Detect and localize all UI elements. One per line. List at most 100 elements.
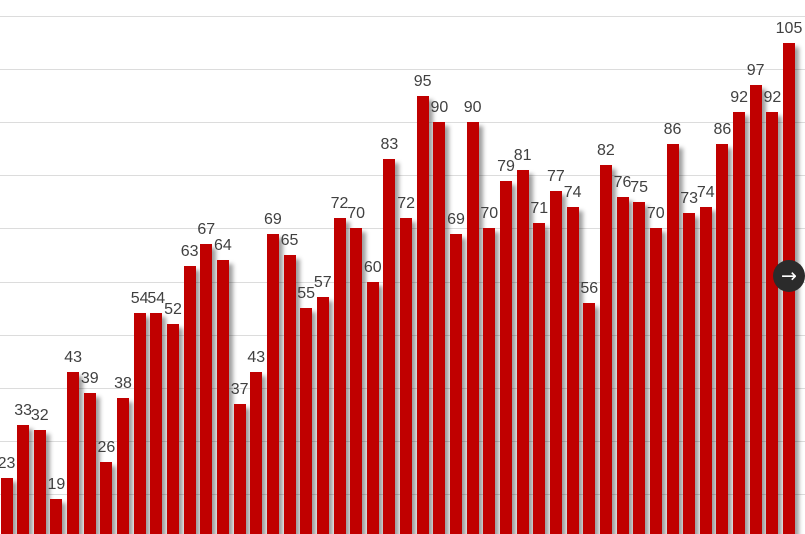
- bar-value-label: 38: [114, 375, 132, 393]
- bar[interactable]: [666, 143, 679, 534]
- bar[interactable]: [150, 313, 163, 534]
- bar-value-label: 67: [197, 221, 216, 239]
- bar[interactable]: [266, 233, 279, 534]
- bar-value-label: 95: [413, 72, 432, 90]
- bar[interactable]: [416, 95, 429, 534]
- bar-value-label: 79: [497, 157, 515, 175]
- bar[interactable]: [633, 201, 646, 534]
- bar-value-label: 37: [230, 380, 249, 398]
- bar[interactable]: [33, 430, 46, 534]
- bar[interactable]: [100, 462, 113, 534]
- bar-value-label: 77: [546, 168, 565, 186]
- bar[interactable]: [183, 265, 196, 534]
- bar[interactable]: [50, 499, 63, 534]
- bar[interactable]: [333, 217, 346, 534]
- bar[interactable]: [117, 398, 129, 534]
- gridline: [0, 122, 805, 124]
- bar-value-label: 69: [447, 210, 465, 228]
- bar-value-label: 32: [30, 407, 49, 425]
- bar-value-label: 63: [180, 242, 199, 260]
- bar[interactable]: [450, 233, 462, 534]
- bar-value-label: 19: [47, 476, 66, 494]
- bar[interactable]: [233, 403, 246, 534]
- bar-value-label: 83: [380, 136, 399, 154]
- bar[interactable]: [549, 191, 562, 534]
- bar[interactable]: [583, 302, 596, 534]
- bar[interactable]: [500, 180, 512, 534]
- bar-value-label: 57: [313, 274, 332, 292]
- bar[interactable]: [599, 164, 612, 534]
- bar[interactable]: [383, 159, 396, 534]
- bar[interactable]: [483, 228, 496, 534]
- gridline: [0, 69, 805, 71]
- bar[interactable]: [466, 122, 479, 534]
- bar-value-label: 75: [630, 178, 649, 196]
- bar-value-label: 70: [646, 205, 665, 223]
- bar[interactable]: [316, 297, 329, 534]
- next-arrow-button[interactable]: →: [773, 260, 805, 292]
- bar-value-label: 33: [14, 401, 32, 419]
- bar-value-label: 72: [330, 194, 349, 212]
- bar-value-label: 26: [97, 439, 116, 456]
- bar[interactable]: [616, 196, 629, 534]
- bar[interactable]: [733, 111, 746, 534]
- bar-value-label: 86: [713, 120, 732, 138]
- bar-value-label: 86: [663, 120, 682, 138]
- bar-value-label: 54: [130, 290, 149, 308]
- bar[interactable]: [516, 170, 529, 534]
- bar[interactable]: [566, 207, 579, 534]
- bar[interactable]: [67, 371, 80, 534]
- bar-value-label: 97: [746, 62, 765, 80]
- bar-value-label: 60: [363, 258, 382, 276]
- bar-value-label: 92: [763, 88, 782, 106]
- gridline: [0, 16, 805, 18]
- bar-value-label: 82: [596, 141, 615, 159]
- bar[interactable]: [766, 111, 779, 534]
- bar-value-label: 55: [297, 285, 316, 303]
- bar-value-label: 70: [347, 205, 365, 223]
- bar-value-label: 92: [730, 88, 748, 106]
- bar-value-label: 52: [164, 301, 182, 318]
- bar-value-label: 23: [0, 454, 16, 472]
- bar[interactable]: [366, 281, 379, 534]
- bar-value-label: 90: [463, 99, 482, 117]
- bar[interactable]: [716, 143, 729, 534]
- bar-value-label: 71: [530, 200, 549, 218]
- bar-value-label: 74: [563, 184, 582, 202]
- bar-value-label: 56: [580, 279, 599, 297]
- bar-value-label: 43: [247, 348, 266, 366]
- bar-value-label: 73: [680, 189, 698, 207]
- bar-value-label: 54: [147, 290, 166, 308]
- bar[interactable]: [83, 393, 96, 534]
- bar[interactable]: [216, 260, 229, 534]
- bar[interactable]: [283, 255, 296, 534]
- bar-value-label: 39: [80, 370, 99, 387]
- bar[interactable]: [167, 324, 179, 534]
- bar[interactable]: [133, 313, 146, 534]
- bar[interactable]: [200, 244, 213, 534]
- bar[interactable]: [350, 228, 363, 534]
- bar[interactable]: [400, 217, 413, 534]
- bar[interactable]: [699, 207, 712, 534]
- bar[interactable]: [749, 85, 762, 534]
- bar-value-label: 70: [480, 205, 499, 223]
- bar[interactable]: [533, 223, 546, 534]
- bar[interactable]: [250, 371, 263, 534]
- gridline: [0, 175, 805, 177]
- bar[interactable]: [0, 477, 13, 534]
- arrow-right-icon: →: [781, 264, 797, 287]
- bar-value-label: 69: [263, 210, 282, 228]
- bar-value-label: 81: [513, 147, 532, 165]
- bar[interactable]: [300, 308, 313, 534]
- bar[interactable]: [649, 228, 662, 534]
- bar[interactable]: [17, 424, 30, 534]
- bar-value-label: 72: [397, 194, 415, 212]
- bar-value-label: 90: [430, 99, 449, 117]
- bar[interactable]: [433, 122, 446, 534]
- bar[interactable]: [683, 212, 696, 534]
- bar-value-label: 105: [775, 19, 803, 37]
- bar-value-label: 74: [696, 184, 715, 202]
- bar-value-label: 64: [213, 237, 232, 255]
- bar-value-label: 76: [613, 173, 632, 191]
